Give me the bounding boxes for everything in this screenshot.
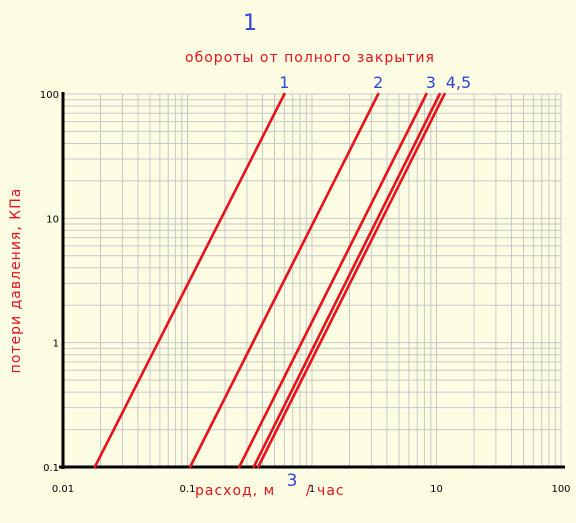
x-axis-label-main: расход, м bbox=[195, 483, 275, 499]
curve-label: 3 bbox=[426, 73, 436, 92]
curve-label: 4,5 bbox=[446, 73, 471, 92]
series-line-3 bbox=[237, 92, 428, 469]
y-tick-label: 0.1 bbox=[43, 463, 59, 474]
curve-labels: 1 2 3 4,5 bbox=[279, 73, 471, 92]
series-line-1 bbox=[93, 92, 286, 469]
tick-labels: 0.01 0.1 1 10 100 0.1 1 10 100 bbox=[40, 90, 571, 495]
y-tick-label: 10 bbox=[46, 214, 59, 225]
x-axis-label-superscript: 3 bbox=[287, 471, 299, 491]
chart-subtitle: обороты от полного закрытия bbox=[185, 50, 435, 66]
x-tick-label: 1 bbox=[309, 484, 315, 495]
axes bbox=[59, 92, 565, 469]
series-line-5 bbox=[256, 92, 446, 469]
curve-label: 2 bbox=[373, 73, 383, 92]
y-tick-label: 100 bbox=[40, 90, 59, 101]
y-axis-label: потери давления, КПа bbox=[8, 188, 24, 374]
x-tick-label: 0.01 bbox=[52, 484, 74, 495]
y-tick-label: 1 bbox=[53, 339, 59, 350]
series-line-2 bbox=[188, 92, 380, 469]
x-tick-label: 100 bbox=[551, 484, 570, 495]
x-axis-label: расход, м 3 / час bbox=[195, 471, 345, 499]
series-line-4 bbox=[252, 92, 442, 469]
series-lines bbox=[93, 92, 446, 469]
chart-number: 1 bbox=[243, 11, 257, 36]
grid bbox=[62, 93, 562, 468]
x-tick-label: 0.1 bbox=[180, 484, 196, 495]
x-axis-label-suffix: / час bbox=[306, 483, 345, 499]
x-tick-label: 10 bbox=[430, 484, 443, 495]
curve-label: 1 bbox=[279, 73, 289, 92]
